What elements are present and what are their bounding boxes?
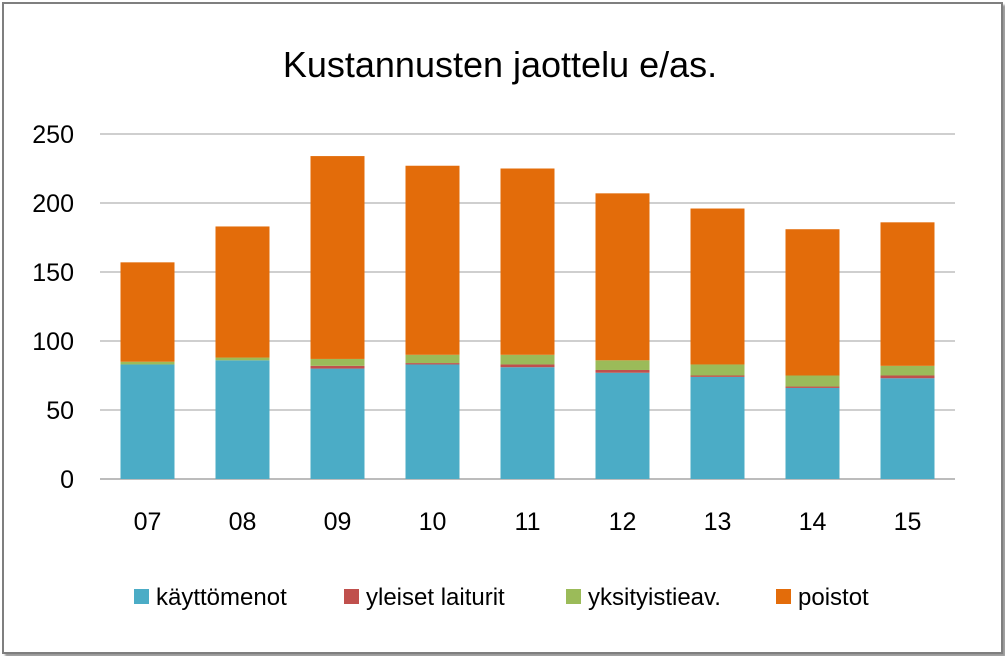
bar-segment-yleiset-laiturit [880, 375, 935, 379]
y-tick-label: 100 [32, 328, 74, 356]
y-axis-ticks: 0 50 100 150 200 250 [32, 121, 74, 494]
bar-segment-käyttömenot [880, 378, 935, 479]
legend-label: käyttömenot [156, 584, 287, 611]
legend-label: yksityistieav. [588, 584, 721, 611]
bar-segment-yksityistieav- [595, 360, 650, 370]
x-tick-label: 14 [799, 508, 827, 536]
bar-segment-käyttömenot [595, 372, 650, 479]
x-tick-label: 12 [609, 508, 637, 536]
y-tick-label: 250 [32, 121, 74, 149]
legend-swatch [566, 589, 581, 604]
y-tick-label: 50 [46, 397, 74, 425]
x-tick-label: 11 [515, 508, 541, 536]
bar-segment-yksityistieav- [690, 364, 745, 376]
bar-segment-käyttömenot [120, 364, 175, 479]
bar-segment-yleiset-laiturit [690, 375, 745, 377]
bar-segment-poistot [785, 229, 840, 376]
x-tick-label: 07 [134, 508, 162, 536]
bar-segment-poistot [120, 262, 175, 362]
bar-segment-yksityistieav- [785, 375, 840, 387]
bar-segment-yleiset-laiturit [405, 363, 460, 365]
bar-stacks [120, 156, 935, 479]
bar-segment-poistot [215, 226, 270, 358]
bar-segment-yksityistieav- [500, 354, 555, 365]
bar-segment-poistot [880, 222, 935, 366]
bar-segment-poistot [690, 208, 745, 365]
bar-segment-poistot [310, 156, 365, 359]
bar-segment-yleiset-laiturit [500, 364, 555, 368]
bar-segment-käyttömenot [785, 387, 840, 479]
bar-segment-yksityistieav- [215, 357, 270, 361]
x-tick-label: 15 [894, 508, 922, 536]
bar-segment-käyttömenot [405, 364, 460, 479]
bar-segment-yleiset-laiturit [595, 369, 650, 373]
bar-segment-yksityistieav- [405, 354, 460, 364]
legend-label: poistot [798, 584, 869, 611]
bar-segment-yksityistieav- [880, 365, 935, 376]
bar-segment-käyttömenot [690, 376, 745, 479]
y-tick-label: 150 [32, 259, 74, 287]
bar-segment-käyttömenot [215, 360, 270, 479]
bar-segment-käyttömenot [500, 367, 555, 479]
bar-segment-yleiset-laiturit [310, 365, 365, 369]
y-tick-label: 0 [60, 466, 74, 494]
legend-label: yleiset laiturit [366, 584, 505, 611]
bar-segment-yksityistieav- [120, 361, 175, 365]
legend-swatch [776, 589, 791, 604]
bar-segment-poistot [500, 168, 555, 355]
legend-swatch [134, 589, 149, 604]
y-tick-label: 200 [32, 190, 74, 218]
x-tick-label: 09 [324, 508, 352, 536]
bar-segment-käyttömenot [310, 368, 365, 479]
legend-swatch [344, 589, 359, 604]
legend: käyttömenot yleiset laiturit yksityistieav… [134, 584, 869, 611]
x-axis-ticks: 07 08 09 10 11 12 13 14 15 [134, 508, 922, 536]
bar-segment-yleiset-laiturit [785, 386, 840, 388]
x-tick-label: 10 [419, 508, 447, 536]
x-tick-label: 08 [229, 508, 257, 536]
x-tick-label: 13 [704, 508, 732, 536]
bar-segment-yksityistieav- [310, 358, 365, 366]
bar-segment-poistot [595, 193, 650, 361]
bar-segment-poistot [405, 165, 460, 355]
chart-title: Kustannusten jaottelu e/as. [283, 44, 717, 85]
